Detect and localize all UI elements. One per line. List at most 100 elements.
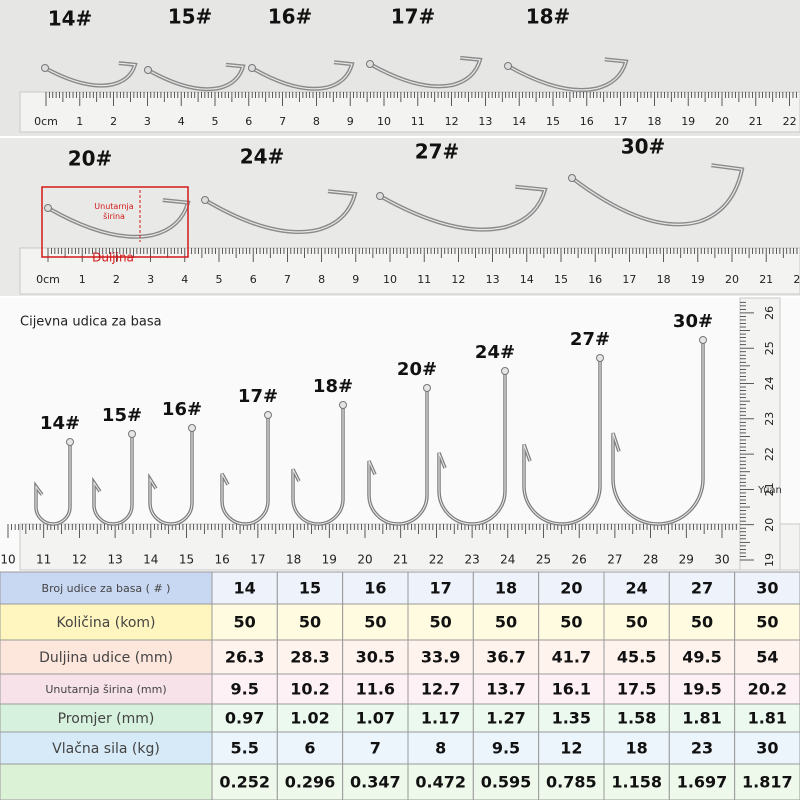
cell-value: 26.3 <box>225 648 264 667</box>
ruler-label: 1 <box>76 115 83 128</box>
size-label: 15# <box>102 405 142 426</box>
cell-value: 1.02 <box>290 709 329 728</box>
ruler-label: 10 <box>383 273 397 286</box>
cell-value: 49.5 <box>682 648 721 667</box>
ruler-label: 15 <box>554 273 568 286</box>
ruler-label: 17 <box>250 553 265 567</box>
hook-eye <box>568 174 576 182</box>
cell-value: 0.97 <box>225 709 264 728</box>
cell-value: 1.35 <box>552 709 591 728</box>
ruler-label: 7 <box>284 273 291 286</box>
cell-value: 50 <box>299 613 321 632</box>
cell-value: 30 <box>756 579 778 598</box>
ruler-label: 18 <box>657 273 671 286</box>
table-cell <box>0 603 213 641</box>
cell-value: 0.347 <box>350 773 401 792</box>
table-cell <box>342 763 409 800</box>
size-label: 15# <box>168 5 213 29</box>
cell-value: 20.2 <box>748 680 787 699</box>
cell-value: 1.81 <box>682 709 721 728</box>
hook-eye <box>44 204 52 212</box>
table-cell <box>538 731 605 765</box>
ruler-label: 26 <box>572 553 587 567</box>
table-cell <box>407 639 474 675</box>
unit-label: Yuan <box>757 485 782 496</box>
hook-eye <box>596 354 604 362</box>
cell-value: 1.158 <box>611 773 662 792</box>
cell-value: 50 <box>691 613 713 632</box>
cell-value: 17 <box>430 579 452 598</box>
cell-value: 27 <box>691 579 713 598</box>
ruler-label: 27 <box>607 553 622 567</box>
ruler-label: 5 <box>212 115 219 128</box>
cell-value: 10.2 <box>290 680 329 699</box>
table-cell <box>276 603 344 641</box>
ruler-label: 11 <box>417 273 431 286</box>
dimension-label: Duljina <box>92 251 134 265</box>
size-label: 14# <box>40 413 80 434</box>
cell-value: 14 <box>234 579 256 598</box>
table-cell <box>734 731 800 765</box>
table-cell <box>538 639 605 675</box>
table-cell <box>472 603 540 641</box>
caption: Cijevna udica za basa <box>20 315 162 330</box>
ruler-label: 21 <box>763 482 776 496</box>
ruler-label: 23 <box>464 553 479 567</box>
ruler-label: 16 <box>588 273 602 286</box>
size-label: 24# <box>240 145 285 169</box>
table-cell <box>0 571 213 605</box>
table-cell <box>734 673 800 705</box>
row-label: Promjer (mm) <box>58 711 155 727</box>
table-cell <box>603 639 670 675</box>
ruler-label: 20 <box>725 273 739 286</box>
ruler-label: 5 <box>216 273 223 286</box>
ruler-label: 16 <box>215 553 230 567</box>
cell-value: 7 <box>370 739 381 758</box>
dimension-label-line: Unutarnja <box>94 202 133 211</box>
cell-value: 45.5 <box>617 648 656 667</box>
cell-value: 50 <box>756 613 778 632</box>
ruler-label: 21 <box>759 273 773 286</box>
ruler-label: 25 <box>536 553 551 567</box>
ruler-label: 11 <box>36 553 51 567</box>
size-label: 18# <box>526 5 571 29</box>
ruler <box>19 247 800 295</box>
table-cell <box>668 703 736 733</box>
hook-shine <box>368 388 428 525</box>
size-label: 16# <box>268 5 313 29</box>
cell-value: 16.1 <box>552 680 591 699</box>
ruler <box>19 91 800 133</box>
table-cell <box>342 703 409 733</box>
ruler-label: 21 <box>749 115 763 128</box>
hook-eye <box>66 438 74 446</box>
ruler-label: 8 <box>318 273 325 286</box>
cell-value: 30.5 <box>356 648 395 667</box>
size-label: 30# <box>621 135 666 159</box>
cell-value: 50 <box>364 613 386 632</box>
table-cell <box>276 763 344 800</box>
hook-shine <box>379 186 546 231</box>
row-label: Unutarnja širina (mm) <box>45 683 166 696</box>
ruler-label: 22 <box>793 273 800 286</box>
ruler-label: 26 <box>763 306 776 320</box>
cell-value: 1.58 <box>617 709 656 728</box>
hook-eye <box>376 192 384 200</box>
table-cell <box>668 603 736 641</box>
cell-value: 50 <box>626 613 648 632</box>
table-cell <box>472 673 540 705</box>
ruler-label: 7 <box>279 115 286 128</box>
hook-shine <box>612 340 704 525</box>
cell-value: 20 <box>560 579 582 598</box>
ruler-label: 13 <box>486 273 500 286</box>
ruler-label: 20 <box>357 553 372 567</box>
table-cell <box>276 731 344 765</box>
ruler-label: 10 <box>0 553 15 567</box>
cell-value: 50 <box>430 613 452 632</box>
cell-value: 30 <box>756 739 778 758</box>
table-cell <box>668 673 736 705</box>
hook-eye <box>264 411 272 419</box>
table-cell <box>603 763 670 800</box>
size-label: 17# <box>391 5 436 29</box>
table-cell <box>668 731 736 765</box>
cell-value: 24 <box>626 579 648 598</box>
